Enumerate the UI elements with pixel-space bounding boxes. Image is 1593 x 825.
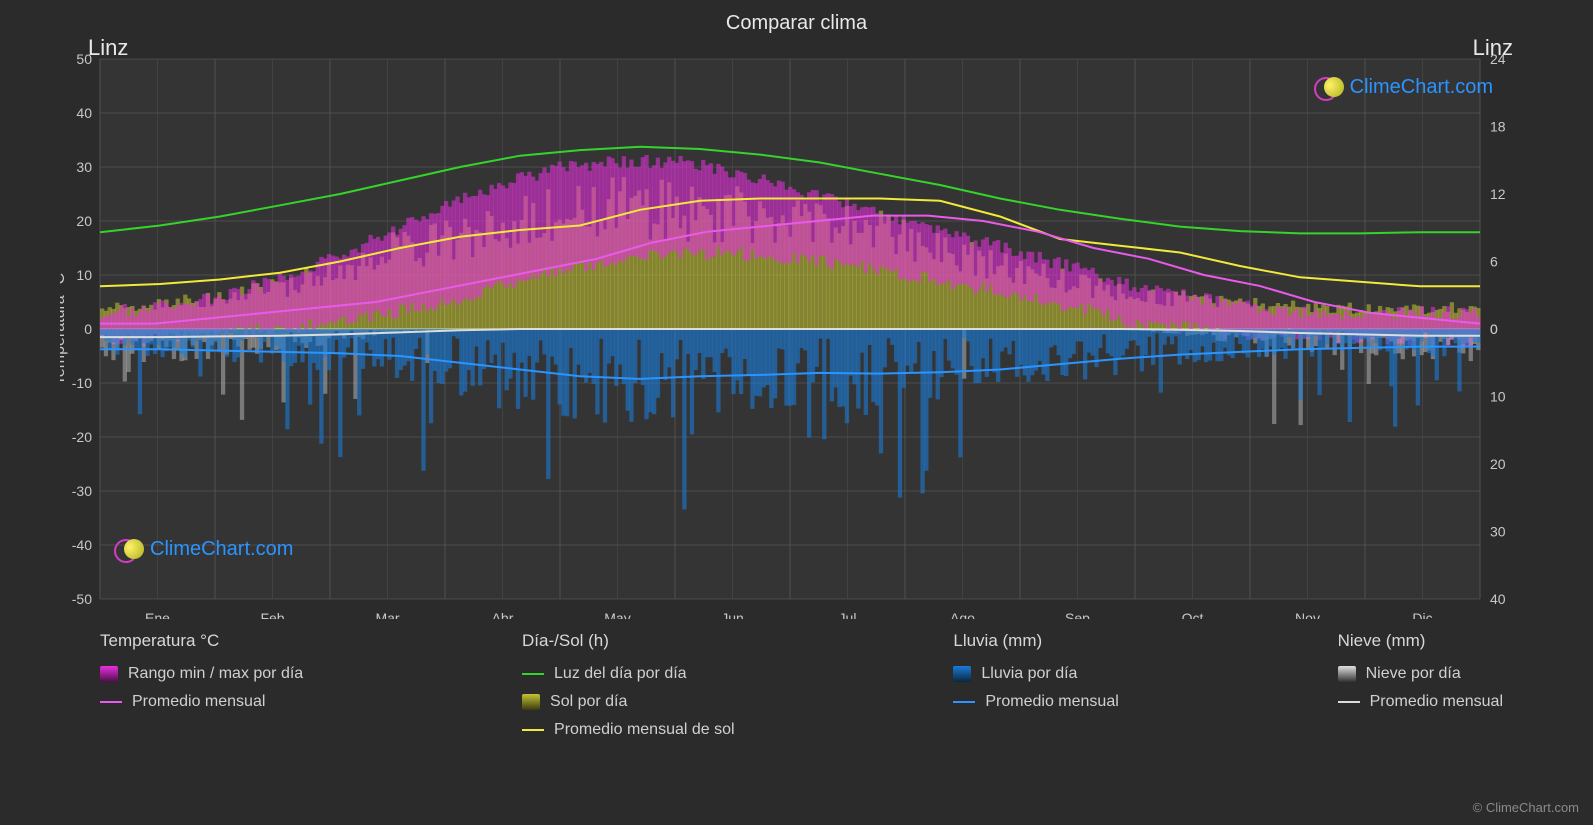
legend-item: Promedio mensual (1338, 693, 1503, 711)
legend-swatch-icon (100, 666, 118, 682)
svg-text:-30: -30 (72, 483, 92, 499)
svg-text:May: May (604, 610, 630, 619)
legend-column-title: Nieve (mm) (1338, 631, 1503, 651)
svg-text:40: 40 (1490, 591, 1506, 607)
legend-item-label: Luz del día por día (554, 665, 687, 683)
legend-item-label: Rango min / max por día (128, 665, 303, 683)
legend-item-label: Promedio mensual (985, 693, 1118, 711)
legend: Temperatura °C Rango min / max por día Pro… (0, 619, 1593, 739)
svg-text:Temperatura °C: Temperatura °C (60, 273, 68, 385)
legend-column: Lluvia (mm) Lluvia por día Promedio mensua… (953, 631, 1118, 739)
legend-item: Lluvia por día (953, 665, 1118, 683)
svg-text:Feb: Feb (260, 610, 284, 619)
svg-text:-40: -40 (72, 537, 92, 553)
legend-column: Día-/Sol (h) Luz del día por día Sol por d… (522, 631, 735, 739)
legend-line-icon (100, 701, 122, 703)
svg-text:30: 30 (76, 159, 92, 175)
legend-column-title: Temperatura °C (100, 631, 303, 651)
legend-item-label: Promedio mensual (132, 693, 265, 711)
climate-chart-svg: -50-40-30-20-100102030405006121824010203… (60, 39, 1520, 619)
svg-text:Mar: Mar (375, 610, 399, 619)
svg-text:-20: -20 (72, 429, 92, 445)
legend-column-title: Lluvia (mm) (953, 631, 1118, 651)
legend-item-label: Lluvia por día (981, 665, 1077, 683)
legend-line-icon (1338, 701, 1360, 703)
svg-text:Jul: Jul (839, 610, 857, 619)
legend-item-label: Nieve por día (1366, 665, 1461, 683)
svg-text:Oct: Oct (1182, 610, 1204, 619)
legend-swatch-icon (953, 666, 971, 682)
svg-text:Nov: Nov (1295, 610, 1320, 619)
svg-text:10: 10 (1490, 389, 1506, 405)
legend-item: Sol por día (522, 693, 735, 711)
legend-swatch-icon (522, 694, 540, 710)
svg-text:10: 10 (76, 267, 92, 283)
svg-text:Ago: Ago (950, 610, 975, 619)
legend-item: Promedio mensual de sol (522, 721, 735, 739)
legend-line-icon (522, 673, 544, 675)
svg-text:Sep: Sep (1065, 610, 1090, 619)
legend-column-title: Día-/Sol (h) (522, 631, 735, 651)
legend-item: Rango min / max por día (100, 665, 303, 683)
watermark-top: ClimeChart.com (1314, 75, 1493, 99)
legend-swatch-icon (1338, 666, 1356, 682)
location-left: Linz (88, 35, 128, 61)
svg-text:20: 20 (1490, 456, 1506, 472)
legend-item-label: Promedio mensual (1370, 693, 1503, 711)
svg-text:Dic: Dic (1412, 610, 1432, 619)
brand-logo-icon (114, 537, 144, 561)
legend-item: Nieve por día (1338, 665, 1503, 683)
legend-item: Promedio mensual (953, 693, 1118, 711)
legend-item-label: Promedio mensual de sol (554, 721, 735, 739)
chart-area: Linz Linz ClimeChart.com ClimeChart.com … (60, 39, 1533, 619)
watermark-text: ClimeChart.com (150, 538, 293, 561)
svg-text:18: 18 (1490, 119, 1506, 135)
svg-text:30: 30 (1490, 524, 1506, 540)
brand-logo-icon (1314, 75, 1344, 99)
svg-text:-10: -10 (72, 375, 92, 391)
svg-text:Jun: Jun (721, 610, 744, 619)
svg-text:Abr: Abr (492, 610, 514, 619)
legend-line-icon (522, 729, 544, 731)
svg-text:6: 6 (1490, 254, 1498, 270)
svg-text:Ene: Ene (145, 610, 170, 619)
credit-text: © ClimeChart.com (1473, 800, 1579, 815)
legend-line-icon (953, 701, 975, 703)
chart-title: Comparar clima (0, 0, 1593, 35)
watermark-text: ClimeChart.com (1350, 76, 1493, 99)
legend-column: Temperatura °C Rango min / max por día Pro… (100, 631, 303, 739)
legend-item: Promedio mensual (100, 693, 303, 711)
legend-item: Luz del día por día (522, 665, 735, 683)
svg-text:-50: -50 (72, 591, 92, 607)
svg-text:20: 20 (76, 213, 92, 229)
location-right: Linz (1473, 35, 1513, 61)
watermark-bottom: ClimeChart.com (114, 537, 293, 561)
svg-text:0: 0 (1490, 321, 1498, 337)
svg-text:12: 12 (1490, 186, 1506, 202)
legend-item-label: Sol por día (550, 693, 627, 711)
svg-text:0: 0 (84, 321, 92, 337)
svg-text:40: 40 (76, 105, 92, 121)
legend-column: Nieve (mm) Nieve por día Promedio mensual (1338, 631, 1503, 739)
